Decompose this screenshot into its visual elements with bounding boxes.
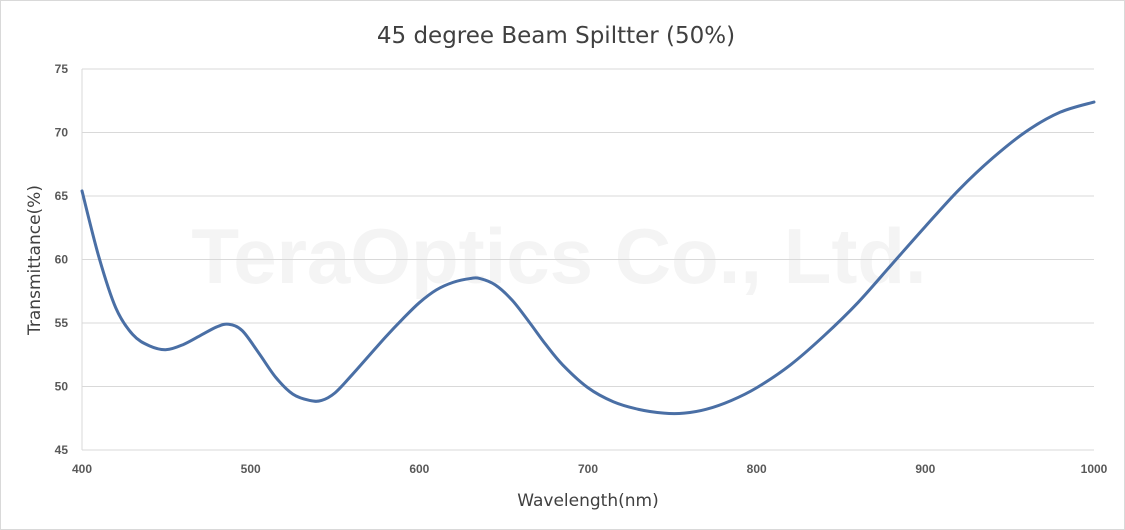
x-tick-label: 600 bbox=[409, 462, 429, 476]
x-tick-label: 800 bbox=[747, 462, 767, 476]
y-tick-label: 70 bbox=[55, 126, 69, 140]
y-tick-label: 60 bbox=[55, 253, 69, 267]
x-tick-label: 400 bbox=[72, 462, 92, 476]
y-axis-title: Transmittance(%) bbox=[25, 185, 45, 336]
y-tick-label: 45 bbox=[55, 443, 69, 457]
x-tick-label: 700 bbox=[578, 462, 598, 476]
y-tick-label: 65 bbox=[55, 189, 69, 203]
chart-watermark: TeraOptics Co., Ltd. bbox=[191, 212, 926, 300]
chart-title: 45 degree Beam Spiltter (50%) bbox=[377, 23, 735, 49]
axes bbox=[81, 69, 1094, 451]
gridlines bbox=[82, 68, 1094, 387]
series-layer bbox=[80, 100, 1096, 416]
y-tick-label: 50 bbox=[55, 380, 69, 394]
x-tick-label: 500 bbox=[241, 462, 261, 476]
y-tick-label: 55 bbox=[55, 316, 69, 330]
y-tick-labels: 45 50 55 60 65 70 75 bbox=[55, 62, 69, 457]
transmittance-series-line bbox=[80, 100, 1096, 416]
x-tick-label: 900 bbox=[915, 462, 935, 476]
y-tick-label: 75 bbox=[55, 62, 69, 76]
x-tick-labels: 400 500 600 700 800 900 1000 bbox=[72, 462, 1108, 476]
x-axis-title: Wavelength(nm) bbox=[517, 491, 658, 511]
x-tick-label: 1000 bbox=[1081, 462, 1108, 476]
